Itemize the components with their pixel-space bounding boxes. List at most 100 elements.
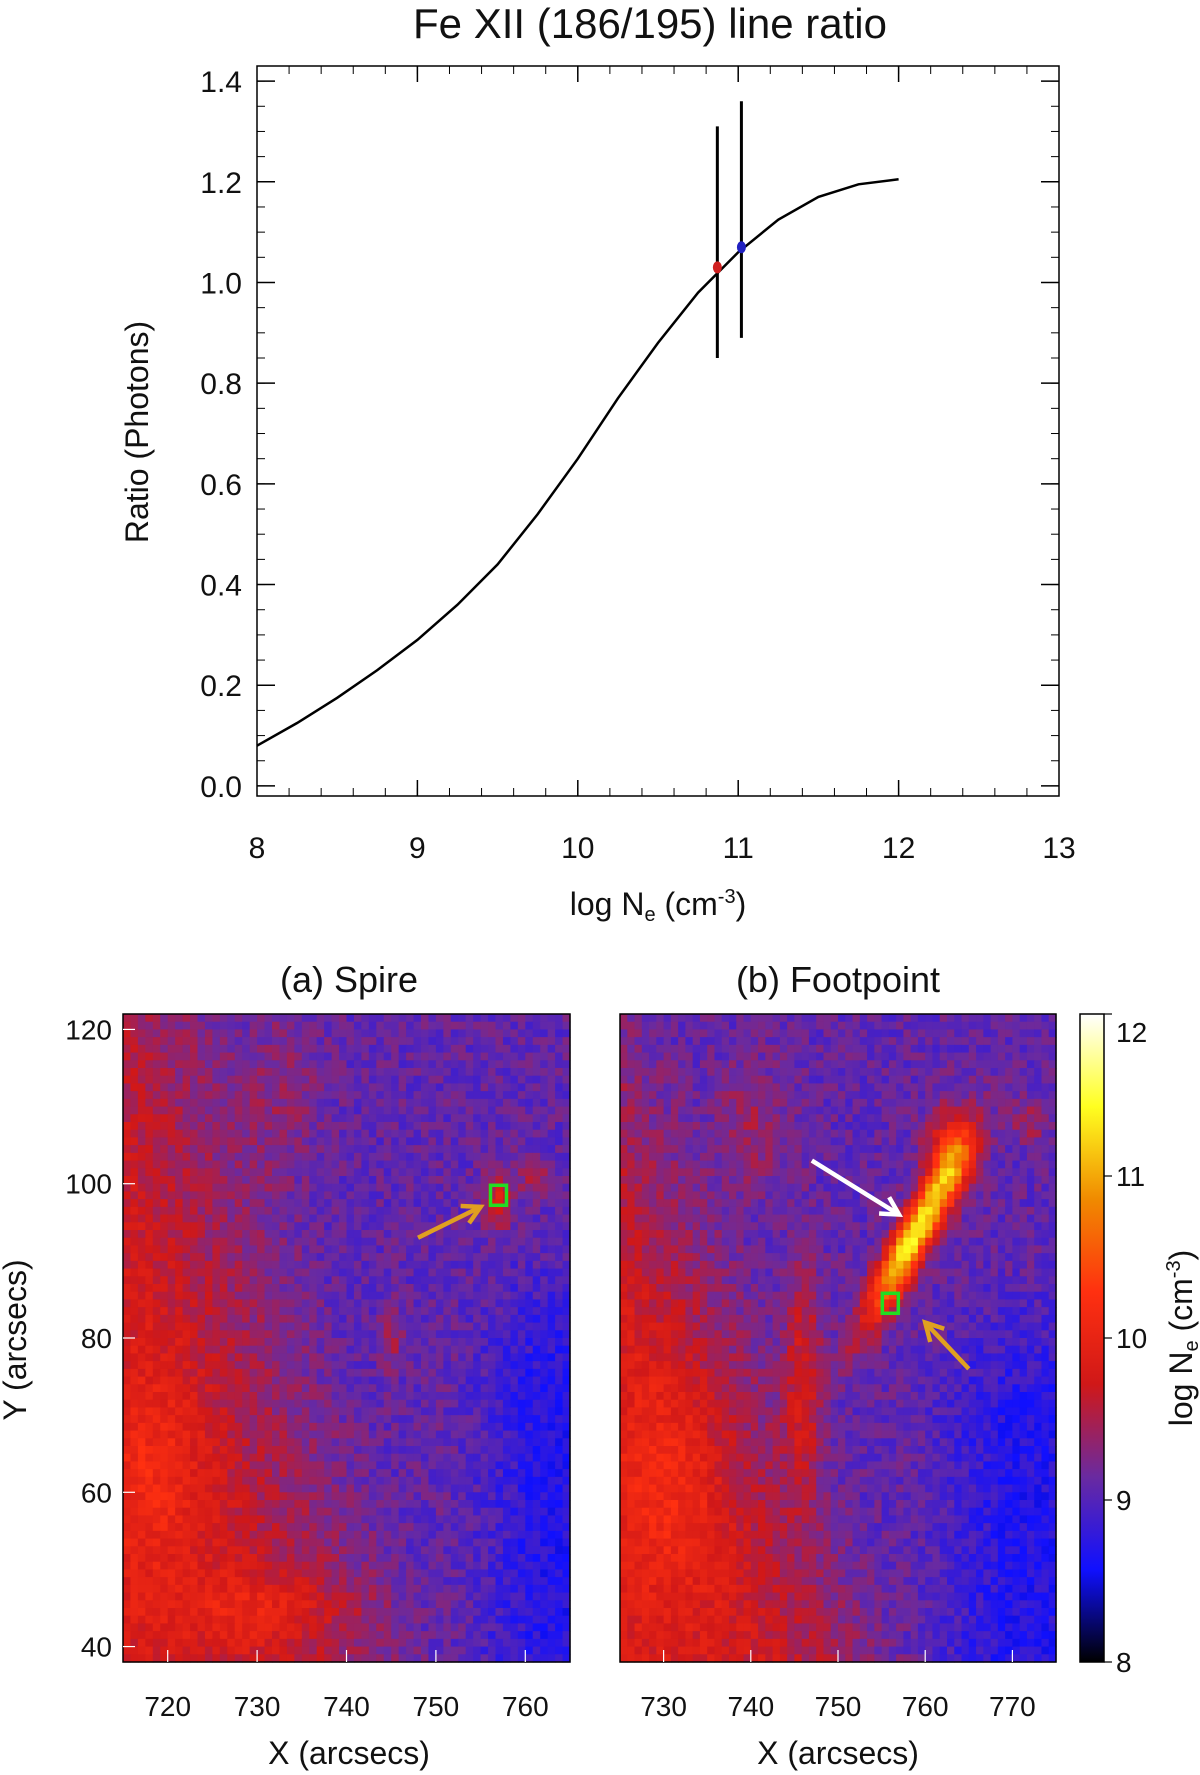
- heat-cell: [421, 1507, 430, 1517]
- heat-cell: [137, 1600, 146, 1609]
- heat-cell: [197, 1137, 206, 1146]
- heat-cell: [272, 1083, 281, 1092]
- heat-cell: [204, 1291, 213, 1301]
- heat-cell: [160, 1183, 169, 1193]
- heat-cell: [406, 1492, 415, 1501]
- heat-cell: [137, 1584, 146, 1594]
- heat-cell: [353, 1469, 362, 1478]
- heat-cell: [219, 1152, 228, 1162]
- heat-cell: [182, 1037, 191, 1046]
- heat-cell: [145, 1222, 154, 1231]
- heat-cell: [324, 1214, 333, 1223]
- heat-cell: [540, 1122, 549, 1131]
- heat-cell: [249, 1106, 258, 1115]
- heat-cell: [137, 1492, 146, 1501]
- heat-cell: [130, 1422, 139, 1432]
- heat-cell: [458, 1253, 467, 1262]
- heat-cell: [309, 1438, 318, 1447]
- heat-cell: [264, 1530, 273, 1540]
- heat-cell: [190, 1623, 199, 1632]
- heat-cell: [540, 1538, 549, 1547]
- heat-cell: [510, 1122, 519, 1131]
- heat-cell: [421, 1206, 430, 1216]
- heat-cell: [540, 1268, 549, 1277]
- heat-cell: [398, 1446, 407, 1455]
- heat-cell: [204, 1160, 213, 1169]
- heat-cell: [264, 1291, 273, 1301]
- heat-cell: [368, 1338, 377, 1347]
- heat-cell: [331, 1052, 340, 1061]
- heat-cell: [540, 1399, 549, 1409]
- heat-cell: [555, 1052, 564, 1061]
- heat-cell: [458, 1330, 467, 1339]
- heat-cell: [175, 1353, 184, 1362]
- heat-cell: [130, 1029, 139, 1038]
- heat-cell: [465, 1284, 474, 1293]
- heat-cell: [286, 1368, 295, 1378]
- heat-cell: [316, 1523, 325, 1532]
- heat-cell: [450, 1060, 459, 1069]
- heat-cell: [272, 1237, 281, 1247]
- heat-cell: [212, 1160, 221, 1169]
- heat-cell: [272, 1561, 281, 1571]
- heat-cell: [197, 1253, 206, 1262]
- heat-cell: [234, 1353, 243, 1362]
- heat-cell: [473, 1260, 482, 1270]
- heat-cell: [540, 1500, 549, 1509]
- heat-cell: [152, 1523, 161, 1532]
- heat-cell: [242, 1091, 251, 1100]
- heat-cell: [167, 1284, 176, 1293]
- heat-cell: [137, 1052, 146, 1061]
- heat-cell: [234, 1307, 243, 1316]
- heat-cell: [152, 1515, 161, 1524]
- heat-cell: [272, 1546, 281, 1555]
- heat-cell: [391, 1314, 400, 1324]
- heat-cell: [391, 1600, 400, 1609]
- heat-cell: [339, 1083, 348, 1092]
- heat-cell: [339, 1600, 348, 1609]
- heat-cell: [555, 1569, 564, 1578]
- heat-cell: [443, 1361, 452, 1370]
- heat-cell: [473, 1422, 482, 1432]
- heat-cell: [510, 1037, 519, 1046]
- heat-cell: [331, 1214, 340, 1223]
- heat-cell: [547, 1068, 556, 1077]
- heat-cell: [160, 1098, 169, 1108]
- heat-cell: [331, 1515, 340, 1524]
- heat-cell: [458, 1577, 467, 1586]
- heat-cell: [301, 1098, 310, 1108]
- heat-cell: [160, 1623, 169, 1632]
- heat-cell: [212, 1260, 221, 1270]
- heat-cell: [465, 1068, 474, 1077]
- heat-cell: [339, 1183, 348, 1193]
- heat-cell: [316, 1037, 325, 1046]
- heat-cell: [190, 1446, 199, 1455]
- heat-cell: [294, 1500, 303, 1509]
- heat-cell: [428, 1376, 437, 1385]
- heat-cell: [152, 1068, 161, 1077]
- heat-cell: [309, 1245, 318, 1254]
- heat-cell: [301, 1183, 310, 1193]
- heat-cell: [495, 1453, 504, 1463]
- heat-cell: [264, 1523, 273, 1532]
- heat-cell: [361, 1268, 370, 1277]
- heat-cell: [294, 1515, 303, 1524]
- heat-cell: [495, 1345, 504, 1355]
- heat-cell: [353, 1176, 362, 1185]
- heat-cell: [502, 1368, 511, 1378]
- heat-cell: [495, 1538, 504, 1547]
- heat-cell: [525, 1052, 534, 1061]
- heat-cell: [190, 1500, 199, 1509]
- heat-cell: [488, 1338, 497, 1347]
- heat-cell: [286, 1014, 295, 1023]
- heat-cell: [212, 1014, 221, 1023]
- heat-cell: [346, 1623, 355, 1632]
- heat-cell: [450, 1577, 459, 1586]
- heat-cell: [137, 1384, 146, 1393]
- heat-cell: [167, 1253, 176, 1262]
- heat-cell: [234, 1129, 243, 1139]
- heat-cell: [175, 1114, 184, 1123]
- heat-cell: [137, 1137, 146, 1146]
- heat-cell: [309, 1500, 318, 1509]
- heat-cell: [398, 1276, 407, 1285]
